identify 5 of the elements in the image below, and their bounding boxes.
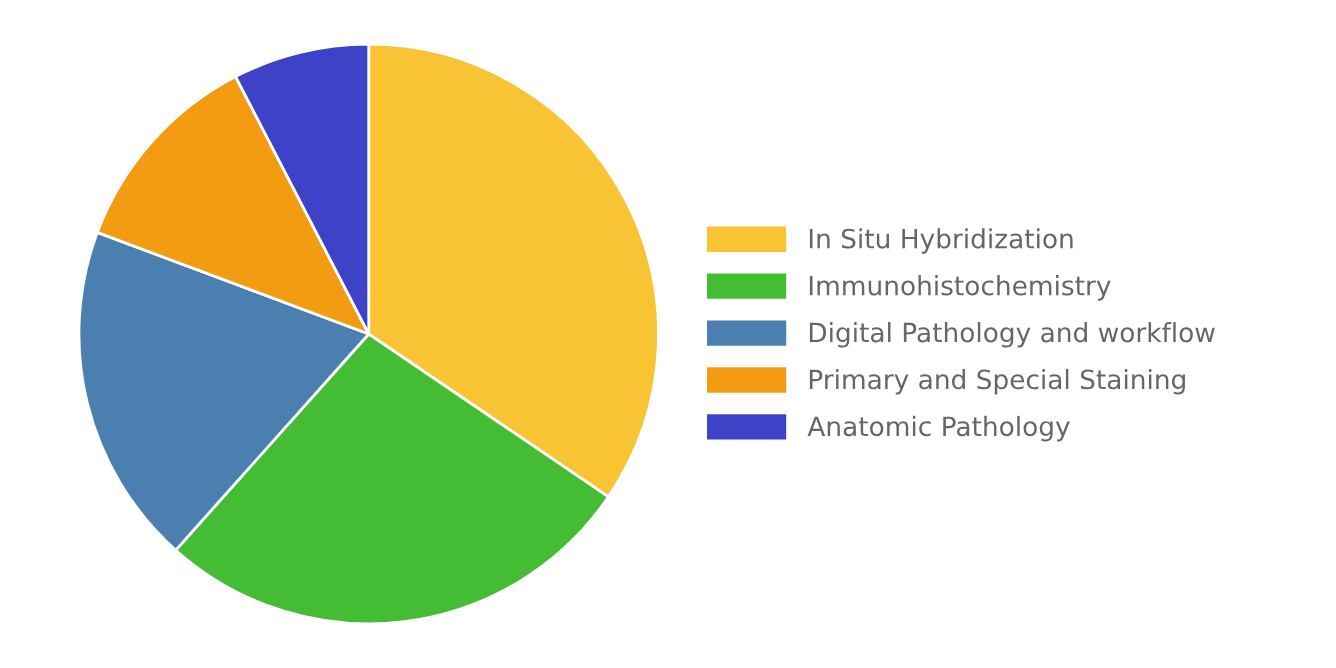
legend-label: Anatomic Pathology: [807, 415, 1070, 442]
legend-label: Immunohistochemistry: [809, 275, 1111, 301]
legend-label: Digital Pathology and workflow: [809, 322, 1215, 348]
legend-label: In Situ Hybridization: [809, 228, 1073, 254]
legend-label: Primary and Special Staining: [809, 368, 1185, 395]
